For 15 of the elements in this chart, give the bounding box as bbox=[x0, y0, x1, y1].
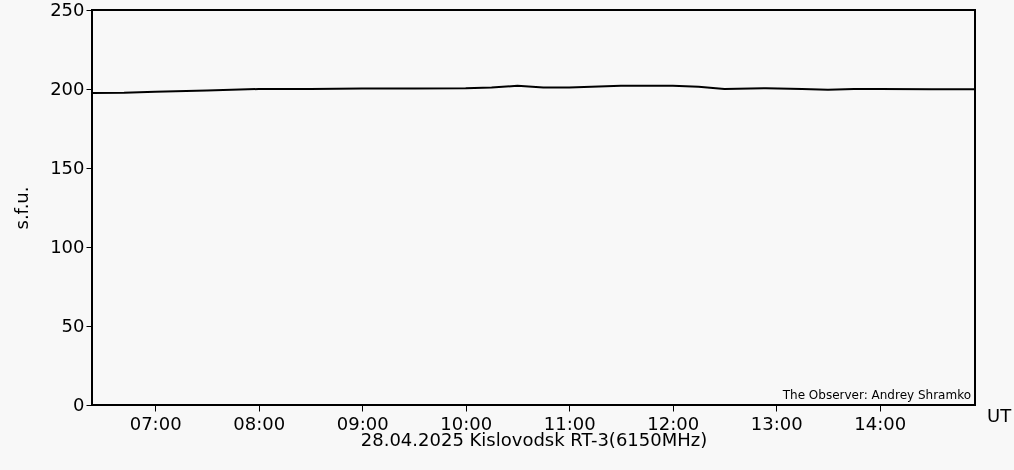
y-axis-title: s.f.u. bbox=[11, 186, 33, 230]
y-tick-label: 100 bbox=[50, 235, 85, 257]
x-tick-label: 08:00 bbox=[233, 412, 286, 434]
y-tick-label: 250 bbox=[50, 0, 85, 20]
x-tick-label: 14:00 bbox=[854, 412, 907, 434]
x-tick-label: 09:00 bbox=[336, 412, 389, 434]
text: UT bbox=[987, 405, 1013, 426]
y-tick-label: 150 bbox=[50, 156, 85, 178]
y-tick-label: 200 bbox=[50, 77, 85, 99]
x-tick-label: 12:00 bbox=[647, 412, 700, 434]
y-tick-label: 50 bbox=[61, 314, 85, 336]
x-tick-label: 07:00 bbox=[129, 412, 182, 434]
y-tick-label: 0 bbox=[73, 393, 85, 415]
x-tick-label: 13:00 bbox=[750, 412, 803, 434]
annotation: The Observer: Andrey Shramko bbox=[781, 388, 971, 402]
